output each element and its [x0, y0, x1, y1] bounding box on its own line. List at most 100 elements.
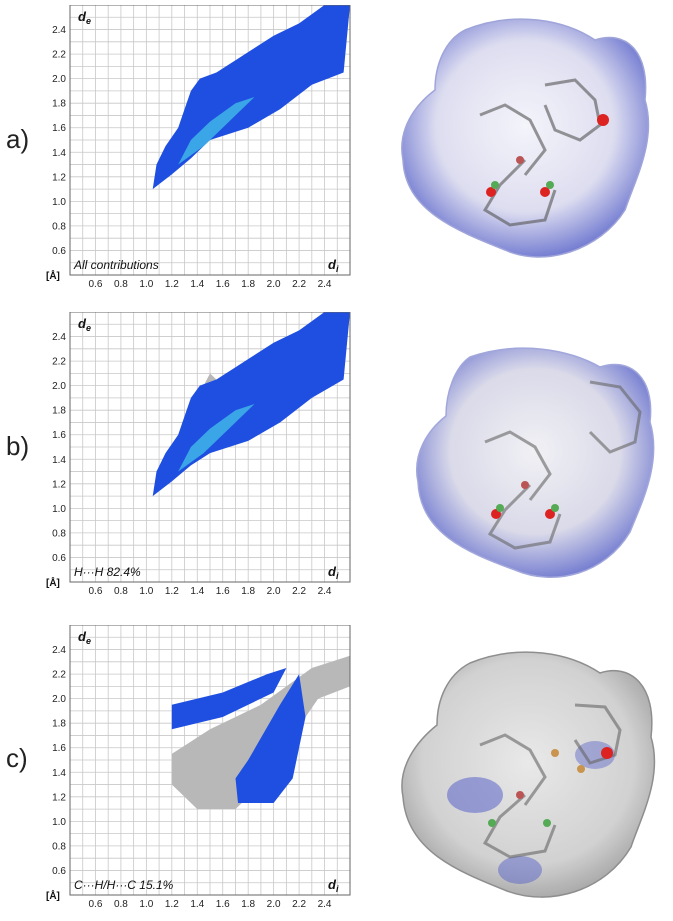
- x-tick-label: 1.0: [139, 899, 153, 910]
- boron-atom: [543, 819, 551, 827]
- cyan-core: [178, 97, 255, 165]
- x-tick-label: 2.2: [292, 899, 306, 910]
- fingerprint-plot: 0.6 0.8 1.0 1.2 1.4 1.6 1.8 2.0 2.2 2.4 0.6 0.8 1.0 1…: [42, 5, 352, 295]
- x-tick-label: 1.2: [165, 279, 179, 290]
- unit-label: [Å]: [46, 889, 60, 902]
- hirshfeld-surface: [395, 10, 665, 270]
- x-tick-label: 1.2: [165, 586, 179, 597]
- y-tick-label: 1.4: [52, 455, 66, 466]
- unit-label: [Å]: [46, 576, 60, 589]
- x-tick-label: 1.6: [216, 586, 230, 597]
- y-tick-label: 0.8: [52, 528, 66, 539]
- contribution-label: All contributions: [73, 258, 159, 272]
- y-tick-label: 1.6: [52, 430, 66, 441]
- hirshfeld-surface: [395, 645, 670, 910]
- panel-c: c) 0.6 0.8 1.0 1.2 1.4 1.6 1.8 2.0 2.2 2.4 0.6 0.8 1…: [0, 615, 673, 915]
- x-tick-label: 1.0: [139, 586, 153, 597]
- boron-atom: [491, 181, 499, 189]
- x-tick-label: 2.0: [267, 899, 281, 910]
- y-tick-label: 2.0: [52, 74, 66, 85]
- y-tick-label: 1.8: [52, 406, 66, 417]
- phosphorus-atom: [551, 749, 559, 757]
- blue-region: [235, 674, 306, 803]
- y-tick-label: 1.8: [52, 719, 66, 730]
- x-axis-title: di: [328, 877, 339, 894]
- contact-patch: [447, 777, 503, 813]
- surface-shape: [416, 347, 655, 578]
- x-tick-label: 1.8: [241, 586, 255, 597]
- x-axis-title: di: [328, 564, 339, 581]
- y-tick-label: 2.0: [52, 381, 66, 392]
- y-tick-label: 1.4: [52, 148, 66, 159]
- oxygen-atom: [540, 187, 550, 197]
- y-tick-label: 0.6: [52, 553, 66, 564]
- x-tick-label: 1.6: [216, 279, 230, 290]
- y-tick-label: 1.0: [52, 504, 66, 515]
- unit-label: [Å]: [46, 269, 60, 282]
- oxygen-atom: [601, 747, 613, 759]
- oxygen-atom: [597, 114, 609, 126]
- hirshfeld-surface: [410, 342, 670, 587]
- x-tick-label: 0.8: [114, 586, 128, 597]
- metal-atom: [516, 791, 524, 799]
- x-tick-label: 0.8: [114, 279, 128, 290]
- y-tick-label: 2.4: [52, 25, 66, 36]
- phosphorus-atom: [577, 765, 585, 773]
- x-tick-label: 2.2: [292, 586, 306, 597]
- panel-a: a) 0.6 0.8 1.0 1.2 1.4 1.6 1.8 2.0 2.2 2.4 0.6 0.8 1…: [0, 0, 673, 300]
- y-tick-label: 0.6: [52, 866, 66, 877]
- surface-shape: [401, 18, 650, 258]
- metal-atom: [516, 156, 524, 164]
- y-tick-label: 2.0: [52, 694, 66, 705]
- y-tick-label: 1.2: [52, 792, 66, 803]
- plot-frame: [69, 625, 351, 896]
- panel-label: b): [6, 431, 30, 461]
- y-tick-label: 1.6: [52, 123, 66, 134]
- y-tick-label: 0.8: [52, 221, 66, 232]
- panel-label: c): [6, 743, 28, 773]
- x-tick-label: 2.2: [292, 279, 306, 290]
- plot-frame: [69, 5, 351, 276]
- blue-region: [171, 668, 287, 730]
- x-axis-title: di: [328, 257, 339, 274]
- fingerprint-plot: 0.6 0.8 1.0 1.2 1.4 1.6 1.8 2.0 2.2 2.4 0.6 0.8 1.0 1…: [42, 625, 352, 915]
- fingerprint-plot: 0.6 0.8 1.0 1.2 1.4 1.6 1.8 2.0 2.2 2.4 0.6 0.8 1.0 1…: [42, 312, 352, 602]
- y-tick-label: 2.2: [52, 670, 66, 681]
- fingerprint-plot-svg: 0.6 0.8 1.0 1.2 1.4 1.6 1.8 2.0 2.2 2.4 0.6 0.8 1.0 1…: [46, 312, 351, 597]
- boron-atom: [551, 504, 559, 512]
- x-tick-label: 1.4: [190, 899, 204, 910]
- molecule-skeleton: [479, 703, 622, 859]
- x-tick-label: 1.4: [190, 586, 204, 597]
- y-tick-label: 1.2: [52, 172, 66, 183]
- y-tick-label: 1.2: [52, 479, 66, 490]
- x-tick-label: 1.8: [241, 279, 255, 290]
- x-tick-label: 0.8: [114, 899, 128, 910]
- x-tick-label: 0.6: [89, 899, 103, 910]
- y-tick-label: 2.2: [52, 357, 66, 368]
- boron-atom: [496, 504, 504, 512]
- y-tick-label: 1.8: [52, 99, 66, 110]
- x-tick-label: 2.4: [318, 279, 332, 290]
- metal-atom: [521, 481, 529, 489]
- boron-atom: [546, 181, 554, 189]
- boron-atom: [488, 819, 496, 827]
- x-tick-label: 0.6: [89, 586, 103, 597]
- contribution-label: C···H/H···C 15.1%: [74, 878, 174, 892]
- y-tick-label: 1.4: [52, 768, 66, 779]
- y-tick-label: 2.4: [52, 332, 66, 343]
- x-tick-label: 1.6: [216, 899, 230, 910]
- x-tick-label: 1.8: [241, 899, 255, 910]
- x-tick-label: 0.6: [89, 279, 103, 290]
- y-tick-label: 0.6: [52, 246, 66, 257]
- oxygen-atom: [486, 187, 496, 197]
- y-tick-label: 1.6: [52, 743, 66, 754]
- x-tick-label: 1.2: [165, 899, 179, 910]
- oxygen-atom: [545, 509, 555, 519]
- y-tick-label: 1.0: [52, 197, 66, 208]
- y-tick-label: 2.4: [52, 645, 66, 656]
- fingerprint-plot-svg: 0.6 0.8 1.0 1.2 1.4 1.6 1.8 2.0 2.2 2.4 0.6 0.8 1.0 1…: [46, 5, 351, 290]
- fingerprint-plot-svg: 0.6 0.8 1.0 1.2 1.4 1.6 1.8 2.0 2.2 2.4 0.6 0.8 1.0 1…: [46, 625, 351, 910]
- x-tick-label: 2.0: [267, 586, 281, 597]
- plot-frame: [69, 312, 351, 583]
- surface-shape: [401, 651, 656, 898]
